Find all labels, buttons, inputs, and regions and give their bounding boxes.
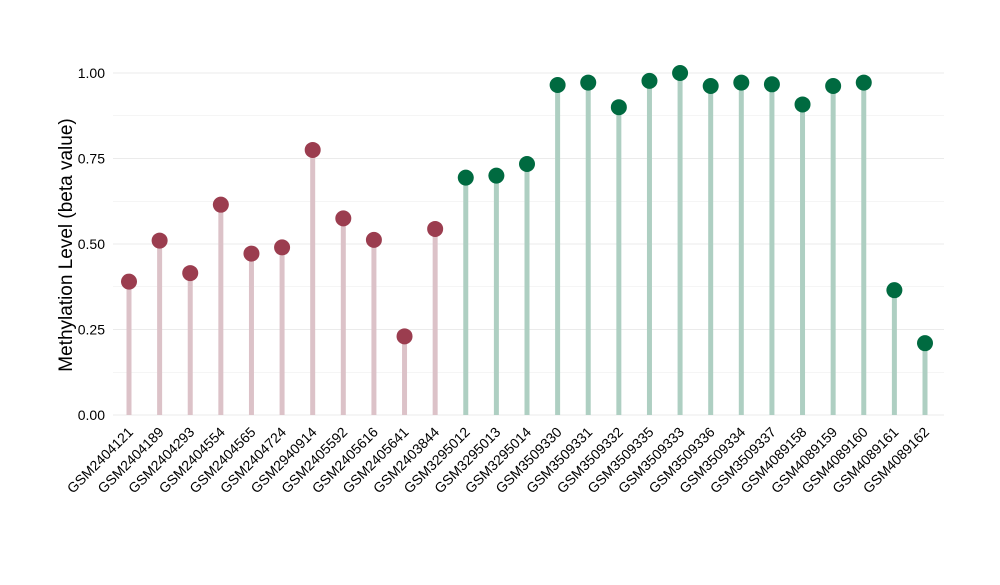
point-layer (121, 65, 933, 352)
lollipop-point (274, 239, 291, 256)
y-axis-title: Methylation Level (beta value) (56, 118, 77, 371)
lollipop-point (365, 231, 382, 248)
lollipop-point (396, 328, 413, 345)
lollipop-point (733, 74, 750, 91)
lollipop-point (672, 65, 689, 81)
y-tick-label: 0.50 (78, 236, 105, 252)
x-tick-labels: GSM2404121GSM2404189GSM2404293GSM2404554… (64, 424, 933, 497)
lollipop-point (794, 96, 811, 113)
y-tick-label: 0.75 (78, 151, 105, 167)
lollipop-point (151, 232, 168, 249)
y-tick-label: 1.00 (78, 65, 105, 81)
lollipop-point (488, 167, 505, 184)
lollipop-point (763, 76, 780, 93)
lollipop-point (304, 141, 321, 158)
lollipop-point (457, 169, 474, 186)
lollipop-point (549, 76, 566, 93)
lollipop-point (917, 335, 933, 352)
lollipop-point (886, 282, 903, 299)
y-tick-labels: 0.00 0.25 0.50 0.75 1.00 (78, 65, 105, 423)
y-tick-label: 0.25 (78, 322, 105, 338)
lollipop-point (519, 155, 535, 172)
lollipop-point (121, 273, 137, 290)
y-tick-label: 0.00 (78, 407, 105, 423)
lollipop-point (702, 77, 719, 94)
lollipop-point (427, 220, 444, 237)
lollipop-point (243, 245, 260, 262)
lollipop-point (641, 72, 658, 89)
lollipop-point (855, 74, 872, 91)
lollipop-point (212, 196, 229, 213)
lollipop-point (825, 77, 842, 94)
lollipop-point (182, 265, 199, 282)
stem-layer (126, 73, 928, 415)
lollipop-point (580, 74, 597, 91)
lollipop-point (610, 99, 627, 116)
lollipop-point (335, 210, 352, 227)
